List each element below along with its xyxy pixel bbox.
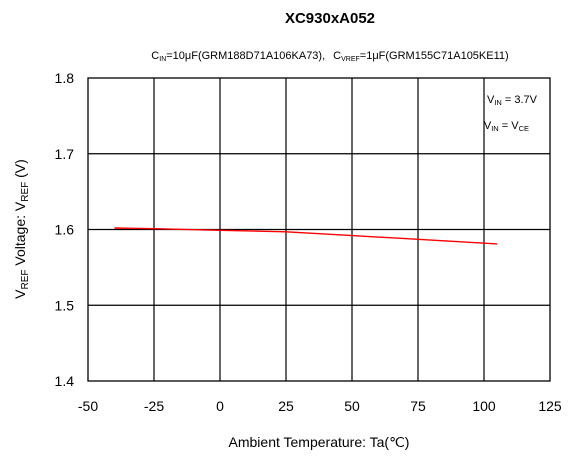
x-tick-label: -25 [144, 398, 164, 414]
x-tick-label: 0 [216, 398, 224, 414]
x-tick-label: 75 [410, 398, 426, 414]
chart-title: XC930xA052 [285, 10, 375, 27]
x-tick-labels: -50 -25 0 25 50 75 100 125 [78, 398, 562, 414]
y-tick-label: 1.8 [55, 70, 75, 86]
cvref-value: =1μF(GRM155C71A105KE11) [360, 50, 509, 62]
y-tick-label: 1.7 [55, 146, 75, 162]
cvref-base: C [333, 50, 341, 62]
y-axis-label: VREF Voltage: VREF (V) [12, 159, 31, 299]
x-tick-label: 50 [344, 398, 360, 414]
x-tick-label: 100 [472, 398, 496, 414]
chart-subtitle: CIN=10μF(GRM188D71A106KA73), CVREF=1μF(GR… [151, 50, 508, 63]
y-tick-label: 1.5 [55, 297, 75, 313]
cin-base: C [151, 50, 159, 62]
series-layer [114, 227, 498, 245]
cin-sub: IN [159, 56, 166, 63]
cvref-sub: VREF [341, 56, 360, 63]
grid [88, 78, 550, 381]
y-tick-labels: 1.4 1.5 1.6 1.7 1.8 [55, 70, 75, 389]
plot-frame [87, 77, 551, 382]
series-line [114, 227, 498, 245]
cin-value: =10μF(GRM188D71A106KA73), [166, 50, 325, 62]
annotation-vce: VIN = VCE [484, 120, 529, 133]
x-tick-label: -50 [78, 398, 98, 414]
x-tick-label: 125 [538, 398, 562, 414]
y-tick-label: 1.6 [55, 222, 75, 238]
x-axis-label: Ambient Temperature: Ta(℃) [229, 434, 410, 450]
x-tick-label: 25 [278, 398, 294, 414]
annotation-vin: VIN = 3.7V [487, 94, 538, 107]
y-tick-label: 1.4 [55, 373, 75, 389]
